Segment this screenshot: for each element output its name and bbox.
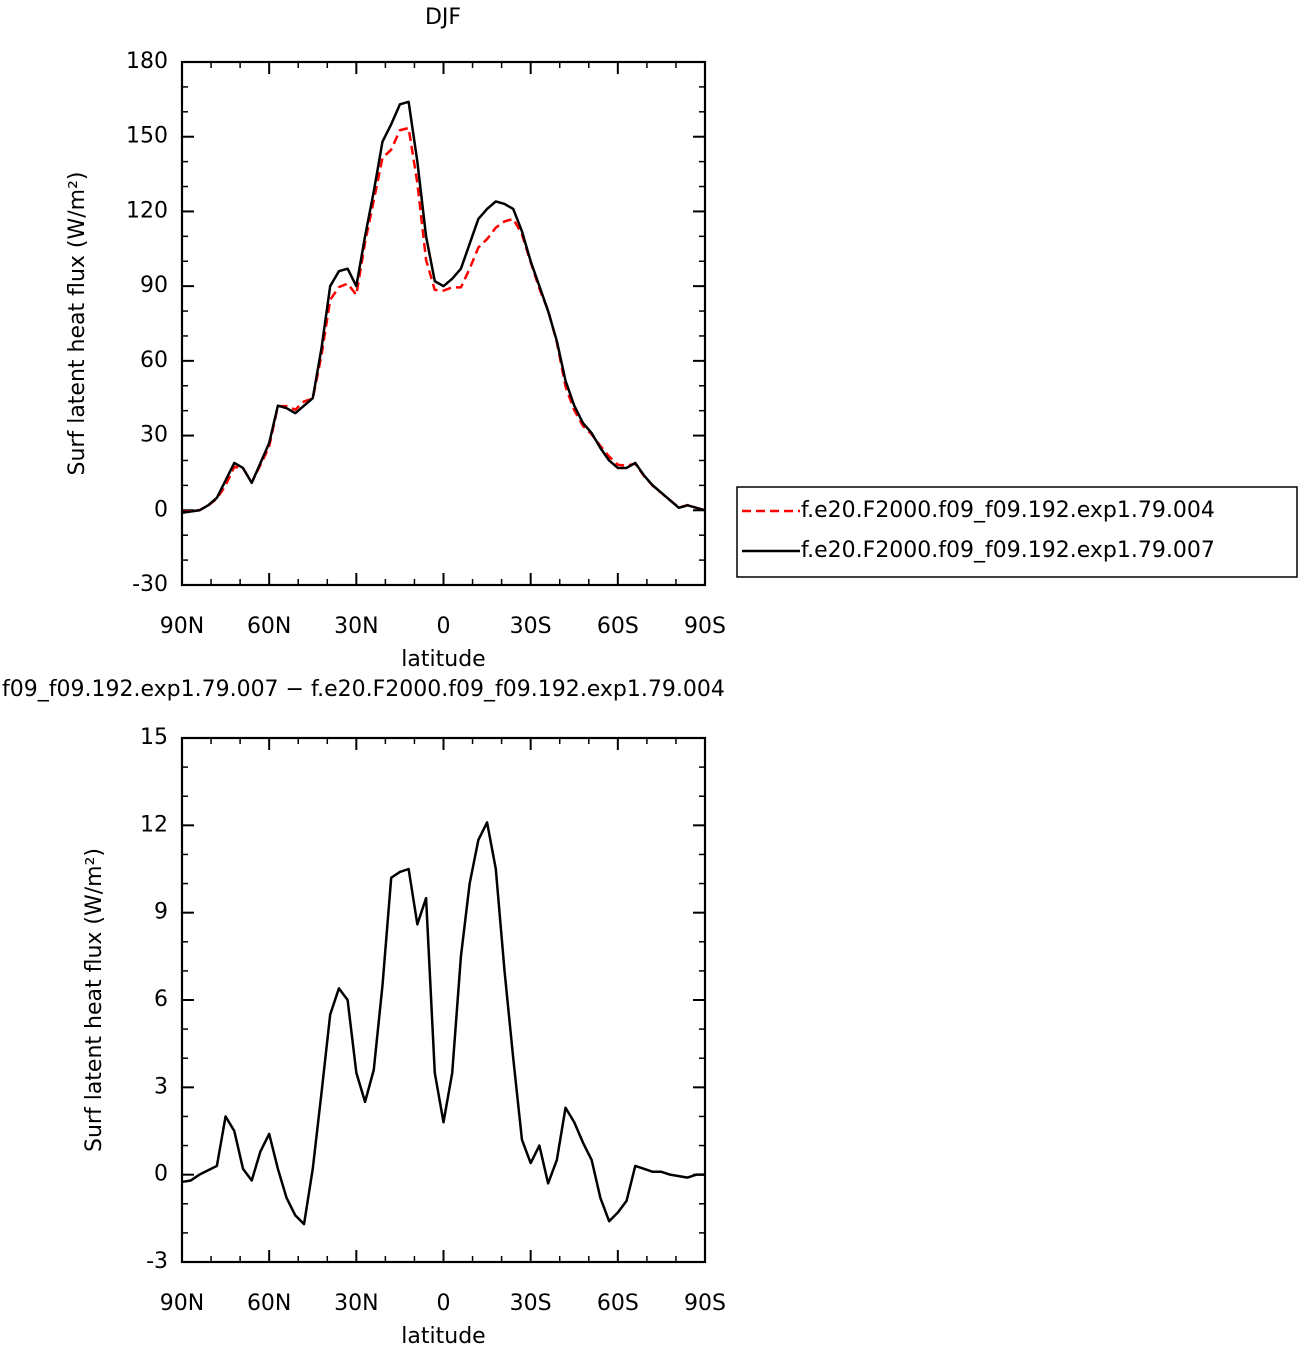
- x-tick-label: 0: [437, 1291, 451, 1316]
- plot-frame: [180, 60, 707, 587]
- chart-title: f09_f09.192.exp1.79.007 − f.e20.F2000.f0…: [2, 677, 725, 702]
- legend-label: f.e20.F2000.f09_f09.192.exp1.79.004: [801, 498, 1215, 523]
- y-tick-label: 120: [126, 198, 168, 223]
- y-tick-label: 9: [154, 900, 168, 925]
- data-line: [181, 126, 706, 514]
- y-tick-label: 150: [126, 124, 168, 149]
- x-tick-label: 30S: [510, 614, 552, 639]
- x-tick-label: 60N: [247, 614, 291, 639]
- y-axis-label: Surf latent heat flux (W/m²): [82, 848, 107, 1152]
- x-tick-label: 30N: [334, 614, 378, 639]
- y-tick-label: 90: [140, 273, 168, 298]
- y-tick-label: 12: [140, 812, 168, 837]
- y-axis-label: Surf latent heat flux (W/m²): [65, 172, 90, 476]
- x-tick-label: 90N: [160, 1291, 204, 1316]
- y-tick-label: -30: [132, 572, 168, 597]
- x-tick-label: 30S: [510, 1291, 552, 1316]
- chart-title: DJF: [425, 5, 461, 30]
- plot-frame: [180, 736, 707, 1264]
- x-tick-label: 30N: [334, 1291, 378, 1316]
- legend-box: [736, 486, 1298, 578]
- y-tick-label: 15: [140, 725, 168, 750]
- y-tick-label: 0: [154, 497, 168, 522]
- x-tick-label: 90S: [684, 614, 726, 639]
- y-tick-label: 6: [154, 987, 168, 1012]
- x-tick-label: 90S: [684, 1291, 726, 1316]
- x-tick-label: 0: [437, 614, 451, 639]
- x-tick-label: 90N: [160, 614, 204, 639]
- data-line: [181, 100, 706, 515]
- x-tick-label: 60N: [247, 1291, 291, 1316]
- x-tick-label: 60S: [597, 1291, 639, 1316]
- y-tick-label: 0: [154, 1162, 168, 1187]
- data-line: [181, 821, 705, 1226]
- y-tick-label: 60: [140, 348, 168, 373]
- y-tick-label: 3: [154, 1074, 168, 1099]
- legend-label: f.e20.F2000.f09_f09.192.exp1.79.007: [801, 538, 1215, 563]
- x-axis-label: latitude: [401, 647, 485, 672]
- y-tick-label: 180: [126, 49, 168, 74]
- x-tick-label: 60S: [597, 614, 639, 639]
- y-tick-label: -3: [146, 1249, 168, 1274]
- x-axis-label: latitude: [401, 1324, 485, 1349]
- y-tick-label: 30: [140, 423, 168, 448]
